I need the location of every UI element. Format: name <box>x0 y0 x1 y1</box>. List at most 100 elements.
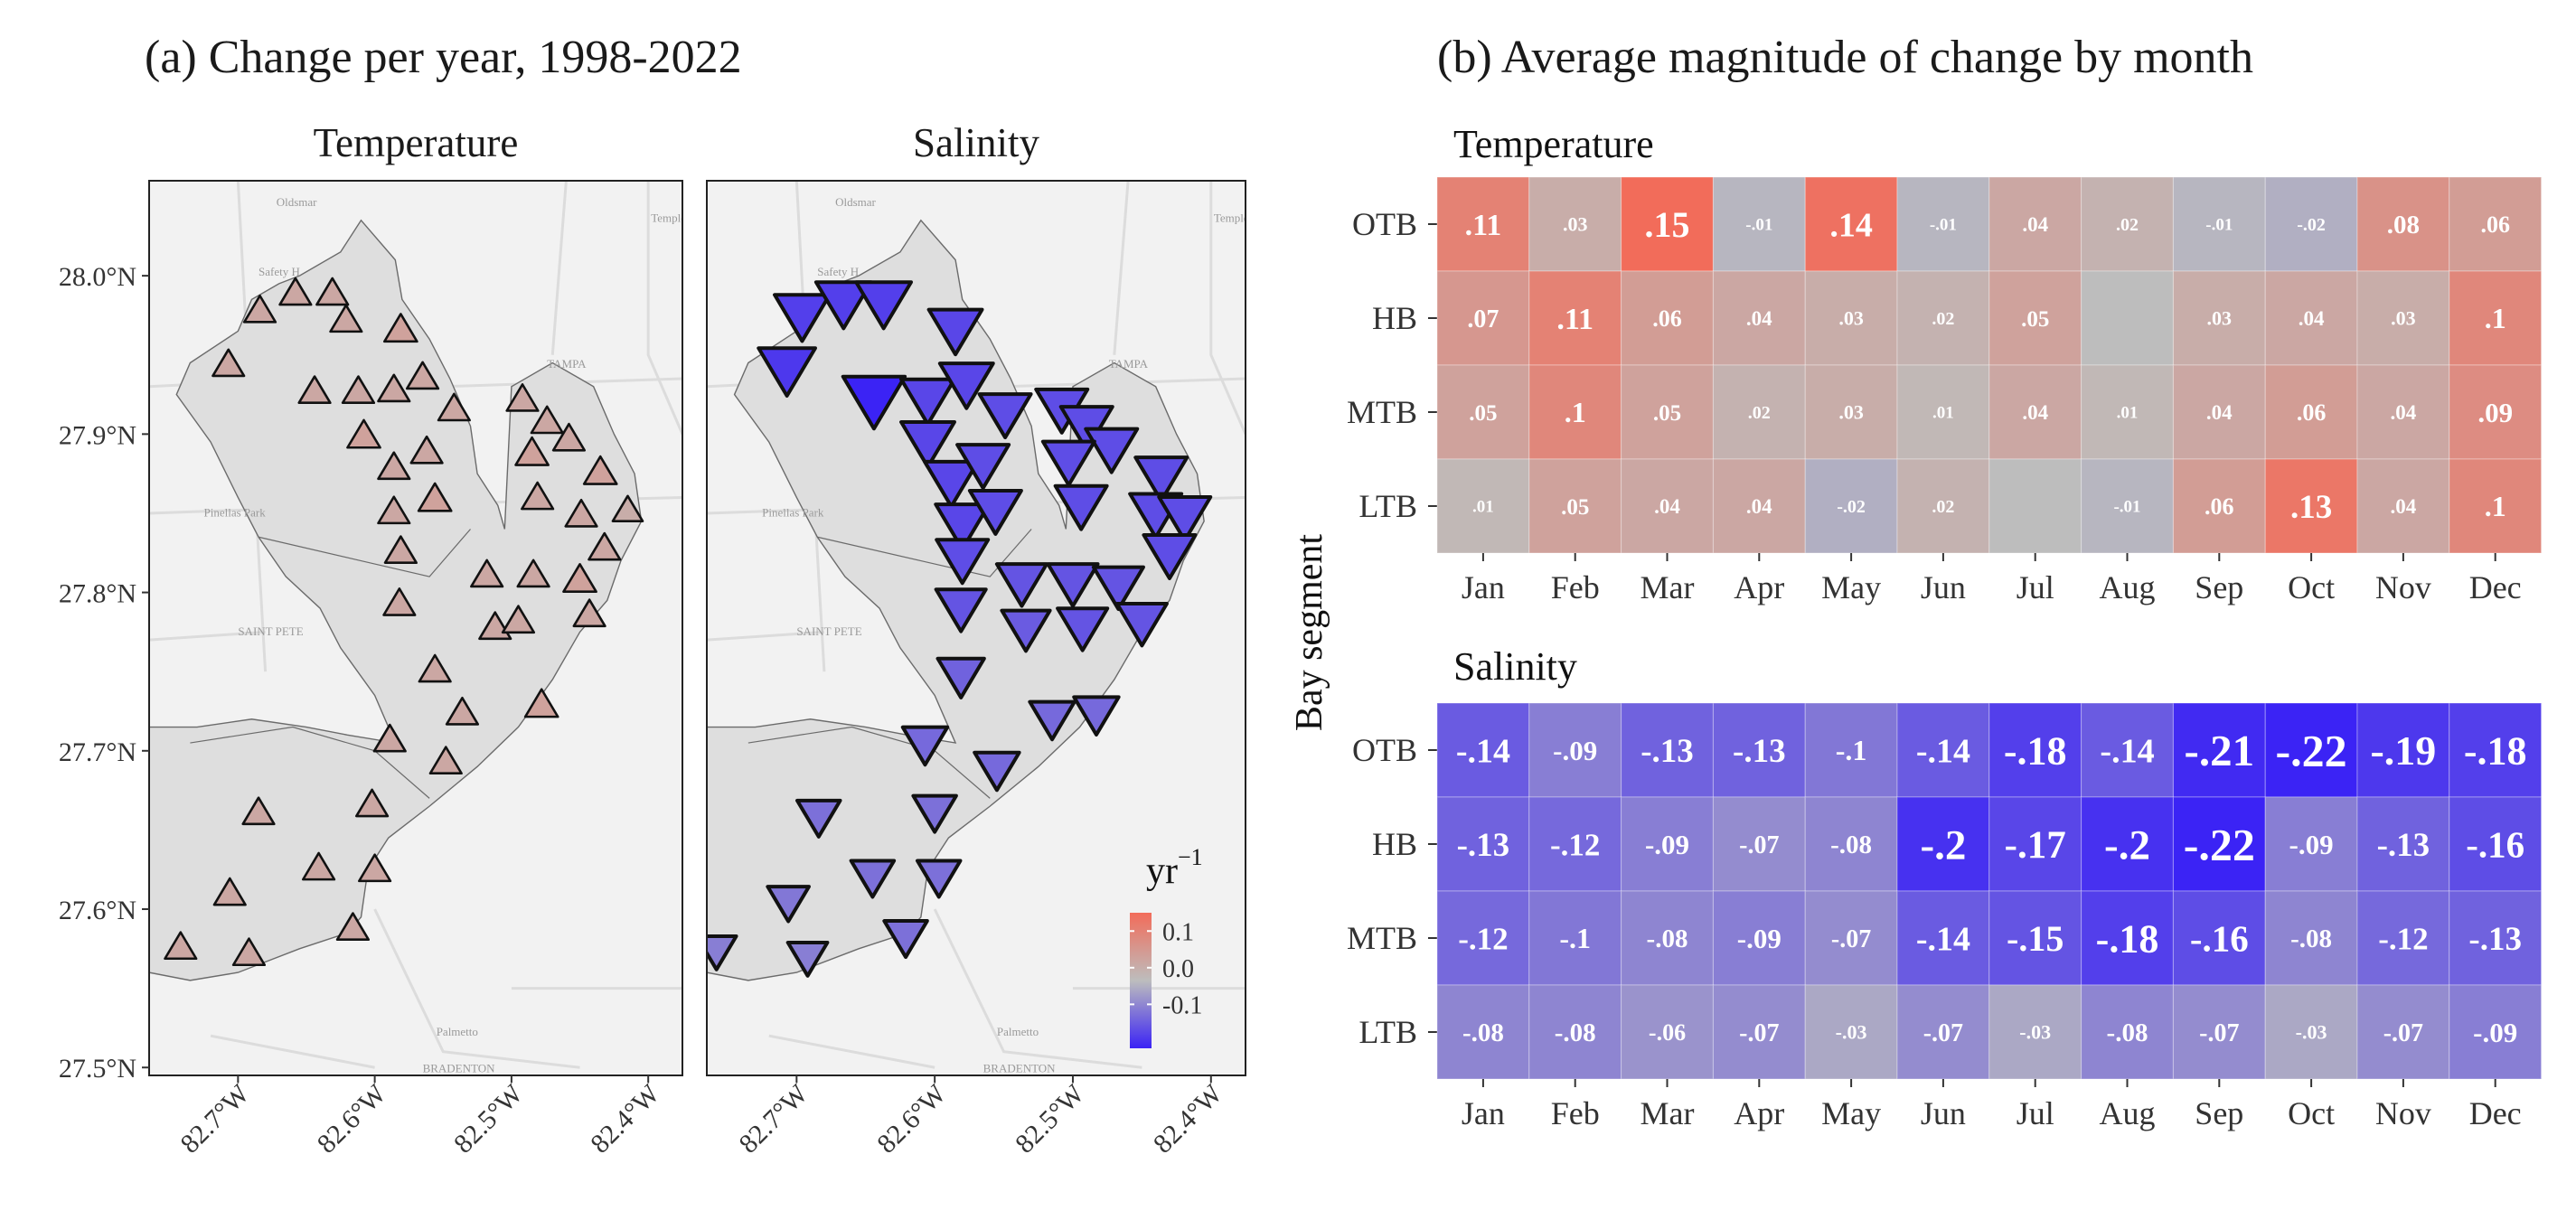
legend-title: yr−1 <box>1146 844 1203 892</box>
station-triangle-up <box>418 653 452 683</box>
heatmap-cell <box>1436 796 1530 892</box>
cell-value-label: .03 <box>1838 307 1864 330</box>
month-label: Jul <box>2017 569 2054 605</box>
station-triangle-up <box>564 498 598 528</box>
station-triangle-down <box>766 885 811 924</box>
heatmap-cell <box>2449 702 2543 798</box>
heatmap-cell <box>1436 176 1530 272</box>
month-label: May <box>1821 569 1881 605</box>
station-triangle-down <box>900 725 950 767</box>
cell-value-label: .03 <box>2207 307 2233 330</box>
station-triangle-up <box>241 796 276 826</box>
cell-value-label: .1 <box>1565 396 1586 428</box>
panel-b-title: (b) Average magnitude of change by month <box>1437 32 2253 83</box>
station-triangle-up <box>405 361 440 390</box>
month-label: Mar <box>1641 1095 1695 1131</box>
cell-value-label: -.14 <box>1456 732 1510 770</box>
station-triangle-down <box>882 919 929 960</box>
station-triangle-up <box>346 418 381 449</box>
cell-value-label: -.1 <box>1559 922 1591 954</box>
cell-value-label: -.02 <box>2297 215 2326 235</box>
station-triangle-up <box>501 605 536 634</box>
heatmap-cell <box>1436 702 1530 798</box>
heatmap-cell <box>2356 458 2450 554</box>
cell-value-label: .03 <box>2391 307 2416 330</box>
legend-tick-label: 0.0 <box>1162 955 1194 983</box>
map-inner: Oldsmar Temple Te Safety H TAMPA Pinellas Pa… <box>707 181 1264 1075</box>
month-label: Jun <box>1921 1095 1966 1131</box>
station-triangle-up <box>562 563 597 594</box>
cell-value-label: .06 <box>2480 211 2510 238</box>
station-triangle-up <box>164 931 198 961</box>
cell-value-label: -.13 <box>1641 733 1694 770</box>
map-place-label: Temple Te <box>1214 211 1264 225</box>
station-triangle-down <box>1114 601 1169 648</box>
cell-value-label: -.01 <box>2205 216 2233 235</box>
station-triangle-up <box>383 535 418 564</box>
heatmap-cell <box>1436 270 1530 366</box>
station-triangle-up <box>572 598 606 628</box>
map-place-label: Pinellas Park <box>204 505 267 519</box>
cell-value-label: -.03 <box>2019 1021 2051 1044</box>
cell-value-label: -.2 <box>2104 821 2150 868</box>
station-triangle-down <box>977 392 1033 440</box>
road-line <box>1209 181 1246 435</box>
cell-value-label: .02 <box>1932 309 1954 329</box>
station-triangle-up <box>521 481 555 511</box>
cell-value-label: -.01 <box>2113 498 2140 517</box>
heatmap-title: Temperature <box>1453 122 1654 166</box>
station-triangle-up <box>516 558 550 588</box>
row-label: OTB <box>1352 732 1417 768</box>
y-tick-label: 27.9°N <box>59 420 136 450</box>
month-label: Nov <box>2375 569 2431 605</box>
month-label: Sep <box>2195 1095 2243 1131</box>
station-triangle-down <box>1157 494 1213 542</box>
station-triangle-up <box>382 587 417 616</box>
station-triangle-up <box>514 436 550 466</box>
cell-value-label: -.08 <box>1555 1018 1596 1047</box>
heatmap-title: Salinity <box>1453 644 1577 689</box>
station-triangle-down <box>935 656 986 699</box>
road-line <box>550 181 568 355</box>
station-triangle-down <box>1046 562 1100 608</box>
month-label: Apr <box>1734 1095 1784 1131</box>
heatmap-cell <box>1528 796 1622 892</box>
y-tick-label: 28.0°N <box>59 262 136 292</box>
station-triangle-up <box>437 392 471 422</box>
heatmap-cell <box>1436 458 1530 554</box>
cell-value-label: -.09 <box>1645 829 1689 860</box>
cell-value-label: .05 <box>1653 401 1681 426</box>
heatmap-cell <box>2356 984 2450 1080</box>
heatmap-cell <box>1804 890 1898 986</box>
cell-value-label: .05 <box>2021 307 2049 332</box>
station-triangle-down <box>785 941 830 978</box>
heatmap-cell <box>1804 984 1898 1080</box>
cell-value-label: .05 <box>1469 401 1497 426</box>
station-triangle-up <box>335 912 371 942</box>
month-label: Oct <box>2288 1095 2335 1131</box>
cell-value-label: -.08 <box>1462 1018 1504 1047</box>
cell-value-label: -.1 <box>1836 734 1867 766</box>
cell-value-label: -.07 <box>1831 925 1871 953</box>
heatmap-cell <box>2172 890 2266 986</box>
cell-value-label: -.07 <box>2199 1019 2239 1047</box>
station-triangle-up <box>377 451 411 481</box>
station-triangle-up <box>301 851 336 881</box>
map-place-label: SAINT PETE <box>796 624 861 638</box>
cell-value-label: -.2 <box>1920 821 1966 868</box>
month-label: Jan <box>1462 1095 1505 1131</box>
map-place-label: Safety H <box>817 265 859 278</box>
station-triangle-up <box>354 788 390 818</box>
cell-value-label: -.07 <box>1739 831 1779 859</box>
station-triangle-down <box>923 459 980 509</box>
heatmap-cell <box>1528 270 1622 366</box>
heatmap-cell <box>2172 364 2266 460</box>
station-triangle-up <box>278 277 313 306</box>
heatmap-cell <box>2449 796 2543 892</box>
heatmap-cell <box>2264 458 2358 554</box>
heatmap-cell <box>2081 270 2174 366</box>
station-triangle-up <box>505 383 540 412</box>
y-tick-label: 27.8°N <box>59 579 136 609</box>
heatmap-cell <box>2172 176 2266 272</box>
